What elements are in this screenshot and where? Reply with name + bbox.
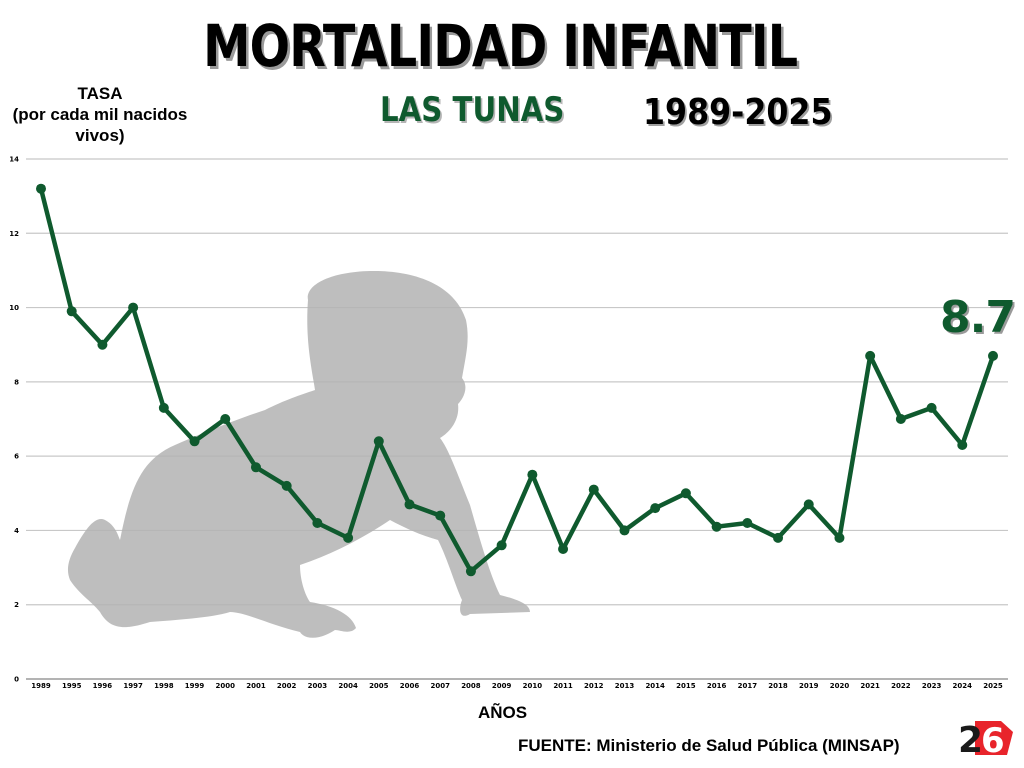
data-point	[588, 484, 599, 495]
x-tick-label: 2008	[461, 682, 481, 690]
data-point	[680, 488, 691, 499]
data-line	[38, 186, 996, 574]
data-point	[834, 532, 845, 543]
data-point	[957, 440, 968, 450]
data-point	[711, 521, 722, 532]
x-axis-label: AÑOS	[478, 703, 528, 722]
x-tick-label: 2000	[216, 682, 236, 690]
x-tick-label: 2011	[553, 682, 573, 690]
x-tick-label: 2022	[891, 682, 911, 690]
chart-title: MORTALIDAD INFANTIL	[203, 12, 798, 80]
x-tick-label: 2017	[738, 682, 758, 690]
y-tick-label: 8	[14, 378, 19, 386]
x-tick-label: 1999	[185, 682, 205, 690]
data-point	[988, 350, 998, 361]
data-point	[865, 350, 876, 361]
x-tick-label: 1997	[123, 682, 143, 690]
data-point	[343, 532, 354, 543]
x-tick-label: 2010	[523, 682, 543, 690]
y-tick-label: 6	[14, 453, 19, 461]
data-point	[650, 503, 661, 514]
x-tick-label: 1998	[154, 682, 174, 690]
y-tick-label: 4	[14, 527, 19, 535]
x-tick-label: 1996	[93, 682, 113, 690]
source-note: FUENTE: Ministerio de Salud Pública (MIN…	[518, 736, 900, 755]
data-point	[281, 480, 292, 491]
data-point	[773, 532, 784, 543]
data-point	[496, 540, 507, 551]
region-subtitle: LAS TUNAS	[380, 90, 565, 130]
x-tick-label: 2025	[983, 682, 1003, 690]
data-point	[895, 414, 906, 424]
data-point	[373, 436, 384, 447]
data-point	[619, 525, 630, 536]
x-tick-label: 1995	[62, 682, 82, 690]
data-point	[189, 436, 200, 447]
y-axis-label: TASA (por cada mil nacidos vivos)	[0, 83, 200, 146]
data-point	[66, 306, 77, 317]
cubadebate-26-logo-icon: 2 6	[958, 720, 1013, 758]
baby-silhouette-icon	[67, 270, 530, 638]
x-tick-label: 2001	[246, 682, 266, 690]
data-point	[158, 402, 169, 413]
x-tick-label: 2019	[799, 682, 819, 690]
x-axis-ticks: 1989 1995 1996 1997 1998 1999 2000 2001 2002 2003…	[31, 682, 1003, 690]
data-point	[803, 499, 814, 510]
x-tick-label: 2009	[492, 682, 512, 690]
y-axis-label-line: TASA	[77, 84, 123, 103]
data-point	[404, 499, 415, 510]
data-point	[97, 339, 108, 350]
data-point	[250, 462, 261, 473]
data-point	[435, 510, 446, 521]
x-tick-label: 2014	[645, 682, 665, 690]
y-tick-label: 10	[9, 304, 19, 312]
x-tick-label: 1989	[31, 682, 51, 690]
y-axis-label-line: vivos)	[75, 126, 125, 145]
x-tick-label: 2002	[277, 682, 297, 690]
x-tick-label: 2023	[922, 682, 942, 690]
x-tick-label: 2004	[338, 682, 358, 690]
data-point	[465, 566, 476, 577]
x-tick-label: 2003	[308, 682, 328, 690]
x-tick-label: 2012	[584, 682, 604, 690]
x-tick-label: 2005	[369, 682, 389, 690]
data-point	[312, 518, 323, 528]
y-axis-label-line: (por cada mil nacidos	[12, 105, 188, 124]
data-point	[527, 469, 538, 480]
data-point	[926, 402, 937, 413]
x-tick-label: 2013	[615, 682, 635, 690]
latest-value-callout: 8.7	[940, 292, 1016, 343]
x-tick-label: 2018	[768, 682, 788, 690]
data-point	[742, 518, 753, 528]
x-tick-label: 2015	[676, 682, 696, 690]
x-tick-label: 2016	[707, 682, 727, 690]
years-subtitle: 1989-2025	[643, 92, 833, 133]
x-tick-label: 2006	[400, 682, 420, 690]
x-tick-label: 2007	[430, 682, 450, 690]
data-point	[220, 414, 231, 424]
logo-digit-6: 6	[981, 721, 1005, 758]
x-tick-label: 2024	[953, 682, 973, 690]
y-tick-label: 0	[14, 676, 19, 684]
data-points	[36, 183, 998, 577]
logo-digit-2: 2	[958, 720, 983, 758]
y-tick-label: 12	[9, 230, 19, 238]
data-point	[128, 302, 139, 313]
x-tick-label: 2021	[860, 682, 880, 690]
x-tick-label: 2020	[830, 682, 850, 690]
y-axis-ticks: 0 2 4 6 8 10 12 14	[9, 156, 19, 684]
data-point	[36, 183, 46, 194]
data-point	[558, 544, 569, 554]
y-tick-label: 14	[9, 156, 19, 164]
y-tick-label: 2	[14, 601, 19, 609]
